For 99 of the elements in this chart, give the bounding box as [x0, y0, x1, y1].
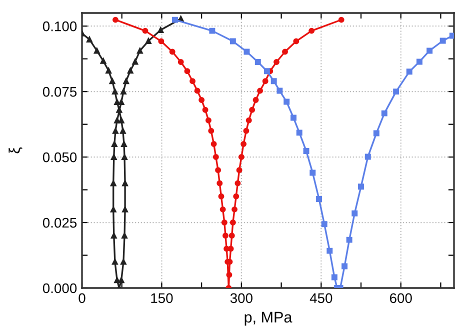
point: [205, 117, 212, 124]
point: [240, 140, 247, 147]
point: [257, 88, 264, 94]
point: [308, 28, 315, 34]
point: [172, 16, 178, 23]
point: [198, 96, 205, 103]
point: [316, 196, 322, 202]
point: [233, 193, 240, 200]
point: [120, 128, 126, 134]
point: [270, 78, 277, 84]
x-tick-label: 450: [310, 293, 332, 304]
point: [114, 277, 120, 284]
point: [169, 48, 176, 55]
y-tick-label: 0.050: [42, 152, 77, 162]
point: [449, 32, 454, 39]
point: [274, 58, 280, 65]
point: [120, 140, 127, 147]
point: [426, 48, 433, 54]
point: [364, 154, 371, 160]
x-axis-title: p, MPa: [244, 312, 292, 326]
point: [116, 106, 122, 113]
point: [118, 117, 124, 124]
point: [190, 78, 196, 84]
point: [110, 180, 116, 186]
point: [114, 117, 120, 124]
point: [303, 148, 310, 154]
point: [122, 206, 128, 212]
point: [215, 167, 222, 174]
point: [346, 236, 352, 243]
point: [326, 248, 333, 254]
point: [331, 274, 338, 280]
point: [184, 68, 190, 74]
point: [290, 114, 296, 121]
point: [262, 78, 268, 84]
point: [122, 180, 128, 186]
point: [284, 98, 290, 105]
point: [243, 128, 250, 134]
point: [232, 206, 238, 212]
point: [238, 154, 244, 160]
point: [246, 117, 252, 124]
point: [406, 68, 412, 75]
point: [210, 140, 217, 147]
point: [228, 232, 235, 239]
point: [118, 277, 124, 284]
point: [276, 88, 283, 94]
point: [244, 48, 250, 55]
point: [252, 96, 259, 103]
point: [100, 58, 106, 64]
point: [158, 38, 164, 44]
point: [358, 184, 364, 190]
y-tick-label: 0.100: [42, 21, 77, 32]
y-tick-label: 0.000: [42, 283, 77, 294]
y-axis-title: ξ: [8, 147, 22, 154]
point: [440, 38, 446, 44]
point: [234, 180, 241, 186]
point: [310, 170, 316, 176]
x-tick-label: 150: [151, 293, 173, 304]
point: [416, 58, 422, 65]
point: [249, 106, 256, 113]
point: [264, 68, 270, 74]
point: [381, 110, 388, 116]
point: [338, 16, 344, 23]
y-tick-label: 0.075: [42, 86, 77, 97]
x-tick-label: 0: [78, 293, 86, 304]
point: [393, 88, 400, 95]
point: [342, 263, 348, 270]
x-tick-label: 300: [230, 293, 252, 304]
point: [282, 48, 288, 55]
point: [209, 28, 216, 34]
point: [373, 130, 380, 136]
point: [112, 258, 118, 265]
point: [110, 154, 117, 160]
point: [222, 232, 228, 239]
point: [226, 272, 232, 278]
point: [122, 154, 128, 160]
point: [236, 167, 242, 174]
point: [142, 28, 148, 34]
point: [220, 206, 226, 212]
point: [208, 128, 214, 134]
point: [216, 180, 223, 186]
point: [122, 232, 128, 239]
x-tick-label: 600: [390, 293, 412, 304]
point: [254, 58, 261, 65]
point: [112, 16, 118, 23]
point: [110, 232, 117, 239]
point: [178, 58, 184, 65]
point: [120, 258, 126, 265]
y-tick-label: 0.025: [42, 218, 77, 228]
point: [293, 38, 300, 44]
point: [112, 128, 118, 134]
point: [296, 130, 302, 136]
point: [218, 193, 224, 200]
point: [194, 88, 200, 94]
point: [86, 36, 92, 42]
point: [212, 154, 219, 160]
point: [352, 210, 358, 216]
point: [202, 106, 208, 113]
point: [111, 140, 118, 147]
point: [230, 38, 236, 44]
